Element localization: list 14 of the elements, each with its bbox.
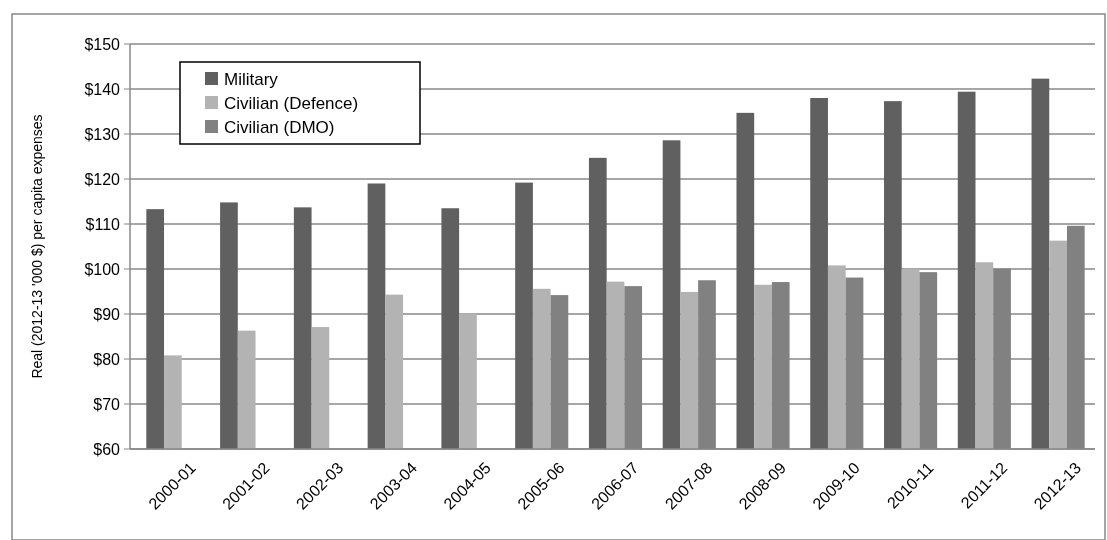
legend-label: Military xyxy=(224,69,279,89)
y-tick-label: $110 xyxy=(85,215,121,233)
y-tick-label: $130 xyxy=(84,125,121,143)
y-tick-label: $150 xyxy=(84,35,121,53)
legend-label: Civilian (DMO) xyxy=(224,117,335,137)
y-tick-label: $70 xyxy=(93,395,121,413)
y-axis-title: Real (2012-13 '000 $) per capita expenses xyxy=(29,114,45,379)
legend-label: Civilian (Defence) xyxy=(224,93,359,113)
y-tick-label: $100 xyxy=(84,260,121,278)
y-tick-label: $140 xyxy=(84,80,121,98)
y-tick-label: $80 xyxy=(93,350,121,368)
y-tick-label: $120 xyxy=(84,170,121,188)
y-tick-label: $90 xyxy=(93,305,121,323)
y-tick-label: $60 xyxy=(93,440,121,458)
